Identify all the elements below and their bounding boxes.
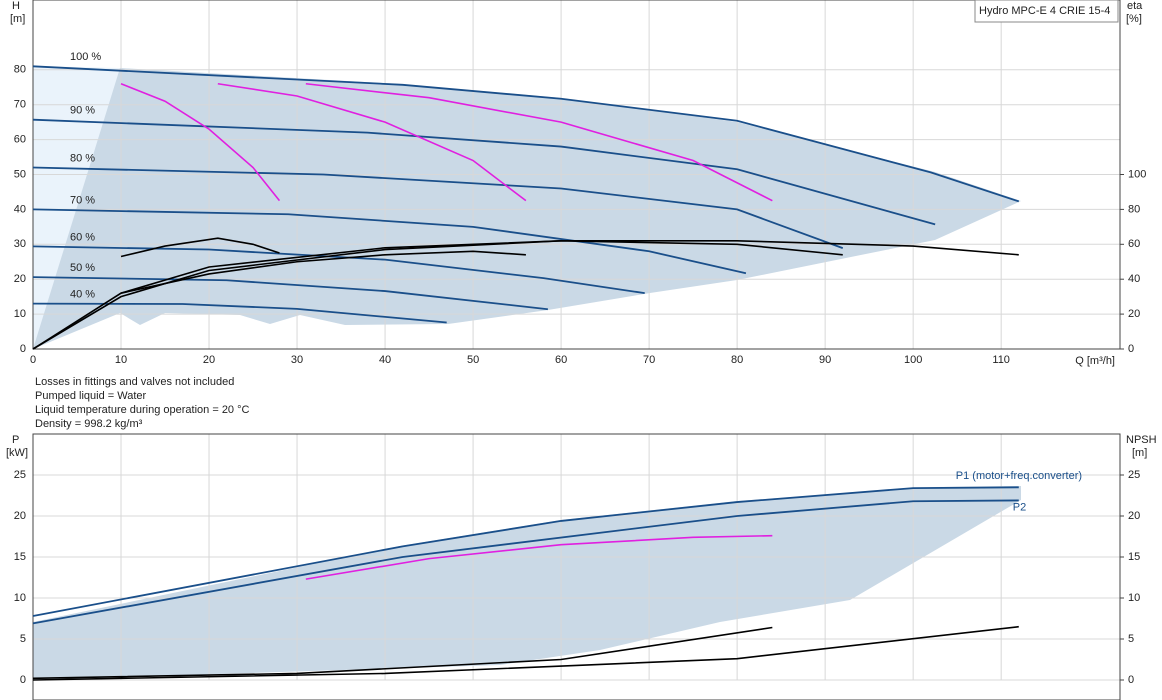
curve — [32, 499, 1019, 625]
y2-tick-label: 0 — [1128, 343, 1134, 355]
y-tick-label: 20 — [14, 273, 26, 285]
y2-tick-label: 20 — [1128, 510, 1140, 522]
curve — [32, 118, 936, 226]
y-tick-label: 10 — [14, 592, 26, 604]
y-unit: [kW] — [6, 447, 28, 459]
x-tick-label: 10 — [115, 354, 127, 366]
y2-label: eta — [1127, 0, 1143, 12]
note: Liquid temperature during operation = 20… — [35, 404, 250, 416]
curve — [32, 626, 773, 680]
x-tick-label: 70 — [643, 354, 655, 366]
y2-tick-label: 25 — [1128, 469, 1140, 481]
x-tick-label: 90 — [819, 354, 831, 366]
curve — [32, 625, 1019, 681]
curve — [32, 240, 843, 350]
y2-unit: [%] — [1126, 13, 1142, 25]
title-box — [974, 0, 1119, 23]
x-tick-label: 100 — [904, 354, 922, 366]
curve — [120, 250, 526, 294]
y2-tick-label: 80 — [1128, 203, 1140, 215]
y-tick-label: 5 — [20, 633, 26, 645]
y2-tick-label: 60 — [1128, 238, 1140, 250]
y-label: H — [12, 0, 20, 12]
y-unit: [m] — [10, 13, 25, 25]
y2-tick-label: 100 — [1128, 168, 1146, 180]
curve — [305, 534, 773, 580]
y-tick-label: 40 — [14, 203, 26, 215]
curve-label: 40 % — [70, 289, 95, 301]
x-tick-label: 20 — [203, 354, 215, 366]
note: Pumped liquid = Water — [35, 390, 147, 402]
curve-label: 80 % — [70, 152, 95, 164]
x-tick-label: 50 — [467, 354, 479, 366]
x-tick-label: 80 — [731, 354, 743, 366]
y2-label: NPSH — [1126, 434, 1157, 446]
curve-label: 50 % — [70, 262, 95, 274]
y2-tick-label: 40 — [1128, 273, 1140, 285]
curve-label: 60 % — [70, 231, 95, 243]
y2-tick-label: 5 — [1128, 633, 1134, 645]
y-tick-label: 20 — [14, 510, 26, 522]
y-tick-label: 0 — [20, 343, 26, 355]
y-tick-label: 70 — [14, 99, 26, 111]
curve — [120, 237, 280, 258]
x-tick-label: 60 — [555, 354, 567, 366]
y-tick-label: 10 — [14, 308, 26, 320]
curve — [32, 65, 1020, 203]
curve — [217, 82, 527, 202]
x-tick-label: 30 — [291, 354, 303, 366]
curve — [120, 83, 281, 202]
curve — [32, 166, 844, 249]
curve — [32, 486, 1019, 617]
curve-label: P1 (motor+freq.converter) — [956, 470, 1082, 482]
curve — [32, 276, 548, 311]
y-tick-label: 0 — [20, 674, 26, 686]
y2-unit: [m] — [1132, 447, 1147, 459]
y-tick-label: 50 — [14, 168, 26, 180]
curve — [32, 208, 747, 275]
curve-label: P2 — [1013, 501, 1026, 513]
x-tick-label: 0 — [30, 354, 36, 366]
chart-title: Hydro MPC-E 4 CRIE 15-4 — [979, 5, 1110, 17]
plot-frame — [32, 433, 1121, 700]
y2-tick-label: 15 — [1128, 551, 1140, 563]
y-label: P — [12, 434, 19, 446]
power-range — [33, 486, 1021, 680]
x-tick-label: 110 — [992, 354, 1010, 366]
curve — [32, 240, 1019, 350]
y-tick-label: 60 — [14, 134, 26, 146]
y-tick-label: 30 — [14, 238, 26, 250]
curve-label: 70 % — [70, 194, 95, 206]
y2-tick-label: 10 — [1128, 592, 1140, 604]
note: Losses in fittings and valves not includ… — [35, 376, 234, 388]
curve-label: 90 % — [70, 105, 95, 117]
curve — [305, 82, 773, 202]
y-tick-label: 80 — [14, 64, 26, 76]
y-tick-label: 15 — [14, 551, 26, 563]
x-tick-label: 40 — [379, 354, 391, 366]
y2-tick-label: 0 — [1128, 674, 1134, 686]
x-label: Q [m³/h] — [1075, 355, 1115, 367]
y2-tick-label: 20 — [1128, 308, 1140, 320]
curve-label: 100 % — [70, 51, 101, 63]
note: Density = 998.2 kg/m³ — [35, 418, 143, 430]
y-tick-label: 25 — [14, 469, 26, 481]
curve — [32, 245, 645, 295]
